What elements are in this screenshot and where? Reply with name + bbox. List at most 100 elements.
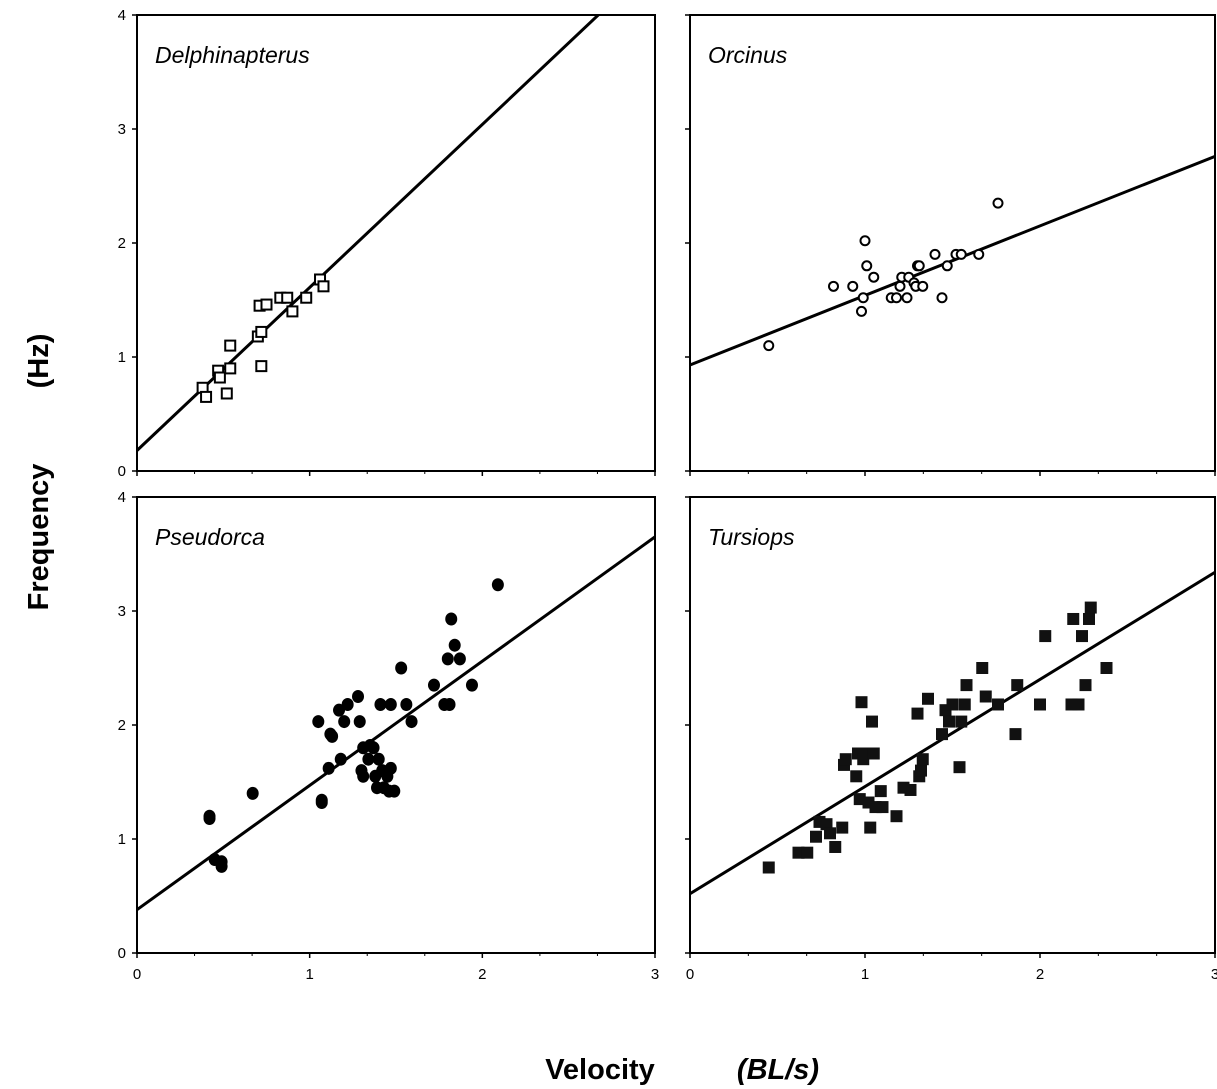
data-point xyxy=(868,271,880,283)
x-tick-label: 2 xyxy=(1036,966,1044,983)
y-tick-label: 2 xyxy=(118,717,126,734)
data-point xyxy=(372,752,385,766)
panel-title-tursiops: Tursiops xyxy=(708,524,795,550)
data-point xyxy=(203,811,216,825)
data-point xyxy=(215,859,228,873)
panel-tursiops: 0 1 2 3 Tursiops xyxy=(685,496,1217,983)
data-point xyxy=(856,305,867,317)
data-point xyxy=(255,360,268,373)
y-tick-label: 4 xyxy=(118,7,126,24)
y-tick-label: 0 xyxy=(118,463,126,480)
data-point xyxy=(891,292,902,304)
data-point xyxy=(911,707,924,720)
panel-title-orcinus: Orcinus xyxy=(708,42,788,68)
data-point xyxy=(367,741,380,755)
data-point xyxy=(448,638,461,652)
data-point xyxy=(958,698,971,711)
data-point xyxy=(810,830,822,843)
data-point xyxy=(317,280,330,293)
data-point xyxy=(362,752,375,766)
data-point xyxy=(916,753,929,766)
panel-delphinapterus: 0 1 2 3 4 Delphinapterus xyxy=(118,7,656,480)
data-point xyxy=(847,280,859,292)
data-point xyxy=(341,697,354,711)
data-point xyxy=(979,690,992,703)
data-point xyxy=(326,729,339,743)
data-point xyxy=(427,678,440,692)
data-point xyxy=(894,280,906,292)
x-tick-label: 1 xyxy=(861,966,869,983)
data-point xyxy=(922,692,934,705)
data-point xyxy=(395,661,408,675)
data-point xyxy=(200,390,213,403)
data-point xyxy=(224,362,237,375)
data-point xyxy=(992,698,1004,711)
y-axis-title: Frequency xyxy=(23,464,55,611)
data-point xyxy=(333,703,346,717)
data-point xyxy=(281,291,294,304)
data-point xyxy=(859,235,871,247)
data-point xyxy=(973,248,985,260)
data-point xyxy=(953,761,966,774)
data-point xyxy=(1079,679,1092,692)
data-point xyxy=(946,698,959,711)
x-tick-label: 2 xyxy=(478,966,486,983)
data-point xyxy=(220,387,233,400)
data-point xyxy=(357,769,370,783)
data-point xyxy=(255,325,268,338)
data-point xyxy=(1083,612,1095,625)
data-point xyxy=(943,715,955,728)
data-point xyxy=(955,715,968,728)
y-tick-label: 3 xyxy=(118,603,126,620)
data-point xyxy=(913,260,925,272)
data-point xyxy=(224,339,237,352)
data-point xyxy=(213,371,226,384)
data-point xyxy=(762,861,775,874)
data-point xyxy=(1034,698,1046,711)
data-point xyxy=(312,715,325,729)
data-point xyxy=(936,728,948,741)
data-point xyxy=(915,764,927,777)
x-tick-label: 1 xyxy=(305,966,313,983)
data-point xyxy=(941,260,953,272)
x-tick-label: 0 xyxy=(133,966,141,983)
panel-title-pseudorca: Pseudorca xyxy=(155,524,265,550)
y-axis-unit: (Hz) xyxy=(23,334,55,389)
data-point xyxy=(322,761,335,775)
data-point xyxy=(850,770,863,783)
data-point xyxy=(901,292,913,304)
data-point xyxy=(260,298,273,311)
data-point xyxy=(828,280,839,292)
data-point xyxy=(864,821,877,834)
data-point xyxy=(976,662,989,674)
data-point xyxy=(491,578,504,592)
x-tick-label: 0 xyxy=(686,966,694,983)
data-point xyxy=(857,292,869,304)
plot-frame xyxy=(136,14,656,472)
y-tick-label: 3 xyxy=(118,121,126,138)
data-point xyxy=(955,248,967,260)
x-axis-unit: (BL/s) xyxy=(737,1054,819,1086)
data-point xyxy=(829,840,842,853)
data-point xyxy=(890,810,903,823)
y-tick-label: 1 xyxy=(118,831,126,848)
panel-pseudorca: 0 1 2 3 4 0 1 2 3 Pseudorca xyxy=(118,489,660,983)
data-point xyxy=(824,827,836,840)
data-point xyxy=(1009,728,1022,741)
data-point xyxy=(286,305,299,318)
data-point xyxy=(1039,630,1052,643)
data-point xyxy=(936,292,948,304)
data-point xyxy=(960,679,973,692)
data-point xyxy=(992,197,1004,209)
data-point xyxy=(443,697,456,711)
regression-line xyxy=(137,535,655,911)
data-point xyxy=(874,785,887,798)
data-point xyxy=(839,753,852,766)
data-point xyxy=(1084,601,1097,614)
data-point xyxy=(441,652,454,666)
data-point xyxy=(801,846,814,859)
plot-frame xyxy=(689,14,1216,472)
data-point xyxy=(338,715,351,729)
data-point xyxy=(384,761,397,775)
